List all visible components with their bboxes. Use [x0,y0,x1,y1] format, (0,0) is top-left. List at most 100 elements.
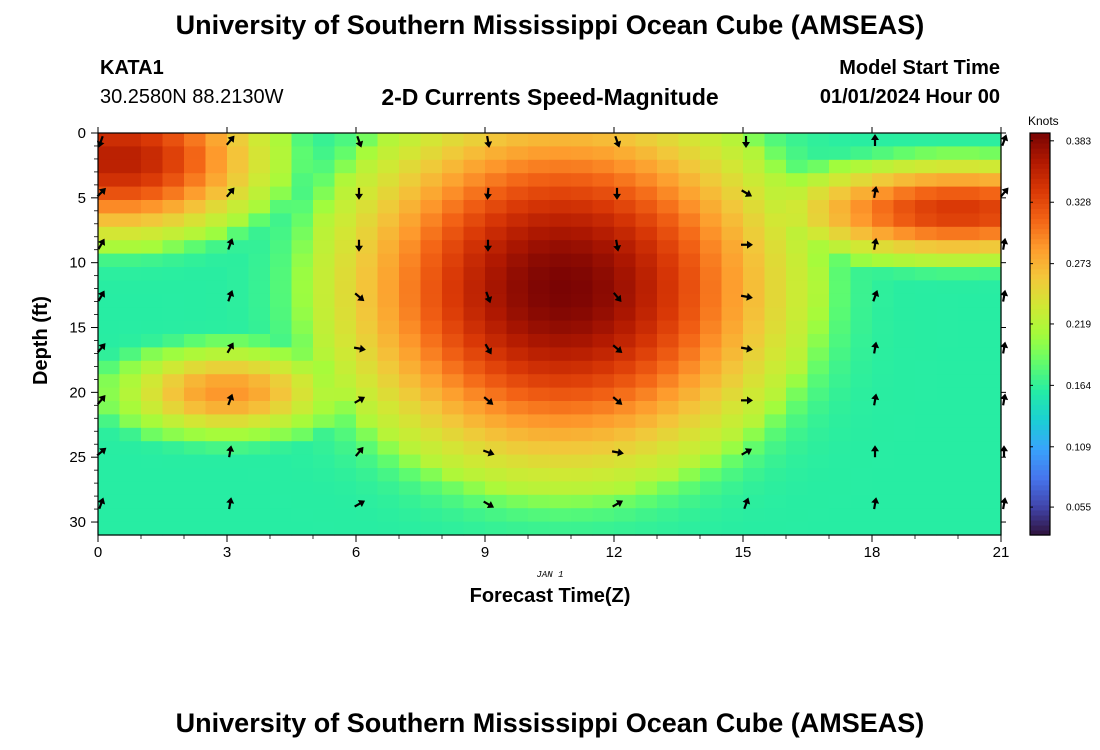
heatmap-cell [528,213,551,228]
heatmap-cell [291,441,314,456]
heatmap-cell [700,226,723,241]
heatmap-cell [571,347,594,362]
arrow-head [484,296,493,304]
heatmap-cell [162,200,185,214]
colorbar-segment [1030,228,1050,235]
heatmap-cell [377,360,400,375]
heatmap-cell [872,213,895,228]
heatmap-cell [786,200,809,214]
colorbar-segment [1030,404,1050,410]
heatmap-cell [184,374,207,389]
current-arrow [1000,289,1009,302]
colorbar-segment [1030,183,1050,189]
heatmap-cell [227,481,250,496]
arrow-head [615,500,624,508]
heatmap-cell [807,414,830,429]
heatmap-cell [270,226,293,241]
heatmap-cell [657,494,680,509]
heatmap-cell [549,401,572,415]
heatmap-cell [270,521,293,536]
heatmap-cell [893,173,916,188]
heatmap-cell [119,267,142,281]
heatmap-cell [614,213,637,228]
heatmap-cell [420,173,443,188]
heatmap-cell [915,307,938,322]
heatmap-cell [184,293,207,308]
heatmap-cell [485,454,508,469]
heatmap-cell [936,186,959,201]
heatmap-cell [227,401,250,415]
heatmap-cell [657,427,680,442]
heatmap-cell [463,414,486,429]
heatmap-cell [420,414,443,429]
heatmap-cell [334,280,357,295]
heatmap-cell [915,360,938,375]
heatmap-cell [98,280,121,295]
arrow-head [486,501,495,509]
heatmap-cell [721,481,744,496]
heatmap-cell [528,186,551,201]
heatmap-cell [162,454,185,469]
heatmap-cell [635,307,658,322]
heatmap-cell [786,173,809,188]
heatmap-cell [162,427,185,442]
heatmap-cell [205,441,228,456]
heatmap-cell [807,334,830,348]
current-arrow [741,240,753,249]
heatmap-cell [979,508,1002,523]
heatmap-cell [700,454,723,469]
heatmap-cell [119,213,142,228]
heatmap-cell [442,374,465,389]
heatmap-cell [184,401,207,415]
x-tick-label: 6 [352,544,360,561]
heatmap-cell [399,441,422,456]
heatmap-cell [850,401,873,415]
heatmap-cell [807,307,830,322]
heatmap-cell [313,494,336,509]
heatmap-cell [313,441,336,456]
heatmap-cell [764,441,787,456]
heatmap-cell [377,468,400,482]
heatmap-cell [700,173,723,188]
arrow-head [871,497,880,504]
colorbar-segment [1030,469,1050,476]
heatmap-cell [399,401,422,415]
model-start-value: 01/01/2024 Hour 00 [819,86,1000,108]
heatmap-cell [700,307,723,322]
heatmap-cell [872,307,895,322]
heatmap-cell [958,441,981,456]
heatmap-cell [356,334,379,348]
heatmap-cell [958,521,981,536]
colorbar-segment [1030,399,1050,405]
heatmap-cell [313,387,336,402]
heatmap-cell [915,186,938,201]
arrow-head [98,343,106,351]
heatmap-cell [657,401,680,415]
heatmap-cell [141,414,164,429]
heatmap-cell [270,133,293,147]
heatmap-cell [119,508,142,523]
heatmap-cell [829,427,852,442]
heatmap-cell [571,360,594,375]
heatmap-cell [958,173,981,188]
heatmap-cell [936,360,959,375]
heatmap-cell [850,213,873,228]
heatmap-cell [442,320,465,335]
heatmap-cell [958,481,981,496]
colorbar-segment [1030,218,1050,225]
heatmap-cell [463,441,486,456]
heatmap-cell [528,320,551,335]
heatmap-cell [119,374,142,389]
heatmap-cell [786,280,809,295]
heatmap-cell [248,267,271,281]
heatmap-cell [829,401,852,415]
heatmap-cell [614,521,637,536]
arrow-head [615,346,623,353]
arrow-head [1000,393,1009,401]
colorbar-segment [1030,449,1050,456]
colorbar-segment [1030,188,1050,194]
heatmap-cell [743,374,766,389]
heatmap-cell [657,454,680,469]
heatmap-cell [657,280,680,295]
heatmap-cell [571,226,594,241]
